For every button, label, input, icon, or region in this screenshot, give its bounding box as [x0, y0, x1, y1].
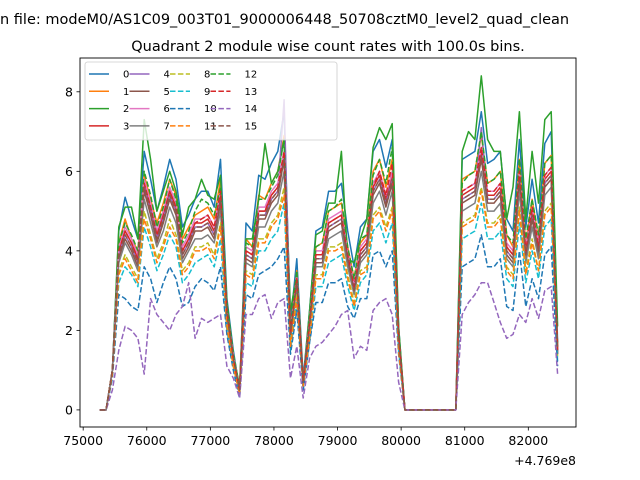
plot-area-frame: [79, 57, 577, 428]
series-line-11: [99, 190, 559, 411]
legend-label-4: 4: [164, 70, 170, 81]
legend-label-0: 0: [123, 70, 129, 81]
y-tick-label: 0: [65, 402, 73, 417]
legend-label-9: 9: [204, 87, 210, 98]
series-line-9: [99, 202, 559, 411]
x-tick-label: 82000: [508, 433, 548, 448]
series-line-8: [99, 186, 559, 411]
series-line-4: [99, 99, 559, 411]
x-tick-label: 78000: [254, 433, 294, 448]
legend-label-12: 12: [245, 70, 258, 81]
x-tick-label: 77000: [190, 433, 230, 448]
series-line-0: [99, 110, 559, 411]
legend-label-5: 5: [164, 87, 170, 98]
series-line-14: [99, 281, 559, 411]
legend-label-15: 15: [245, 121, 258, 132]
chart-title: Quadrant 2 module wise count rates with …: [131, 39, 525, 55]
legend-label-10: 10: [204, 104, 217, 115]
legend-label-3: 3: [123, 121, 129, 132]
legend-label-11: 11: [204, 121, 217, 132]
y-tick-label: 4: [65, 243, 73, 258]
x-axis: 75000 76000 77000 78000 79000 80000 81000 82000: [63, 427, 548, 448]
x-tick-label: 75000: [63, 433, 103, 448]
y-tick-label: 6: [65, 164, 73, 179]
legend-label-14: 14: [245, 104, 258, 115]
y-axis: 0 2 4 6 8: [65, 84, 80, 417]
legend-label-6: 6: [164, 104, 170, 115]
legend-label-7: 7: [164, 121, 170, 132]
series-line-7: [99, 170, 559, 411]
series-line-15: [99, 154, 559, 411]
x-tick-label: 80000: [381, 433, 421, 448]
series-line-12: [99, 130, 559, 411]
x-offset-label: +4.769e8: [514, 453, 576, 468]
legend-label-2: 2: [123, 104, 129, 115]
figure-suptitle: n file: modeM0/AS1C09_003T01_9000006448_…: [0, 12, 569, 28]
x-tick-label: 79000: [318, 433, 358, 448]
y-tick-label: 8: [65, 84, 73, 99]
series-line-2: [99, 75, 559, 411]
x-tick-label: 76000: [127, 433, 167, 448]
series-layer: [99, 75, 559, 411]
x-tick-label: 81000: [445, 433, 485, 448]
series-line-13: [99, 146, 559, 411]
legend-label-1: 1: [123, 87, 129, 98]
legend-label-8: 8: [204, 70, 210, 81]
series-line-10: [99, 234, 559, 411]
legend-label-13: 13: [245, 87, 258, 98]
y-tick-label: 2: [65, 323, 73, 338]
legend-box: [84, 61, 338, 141]
